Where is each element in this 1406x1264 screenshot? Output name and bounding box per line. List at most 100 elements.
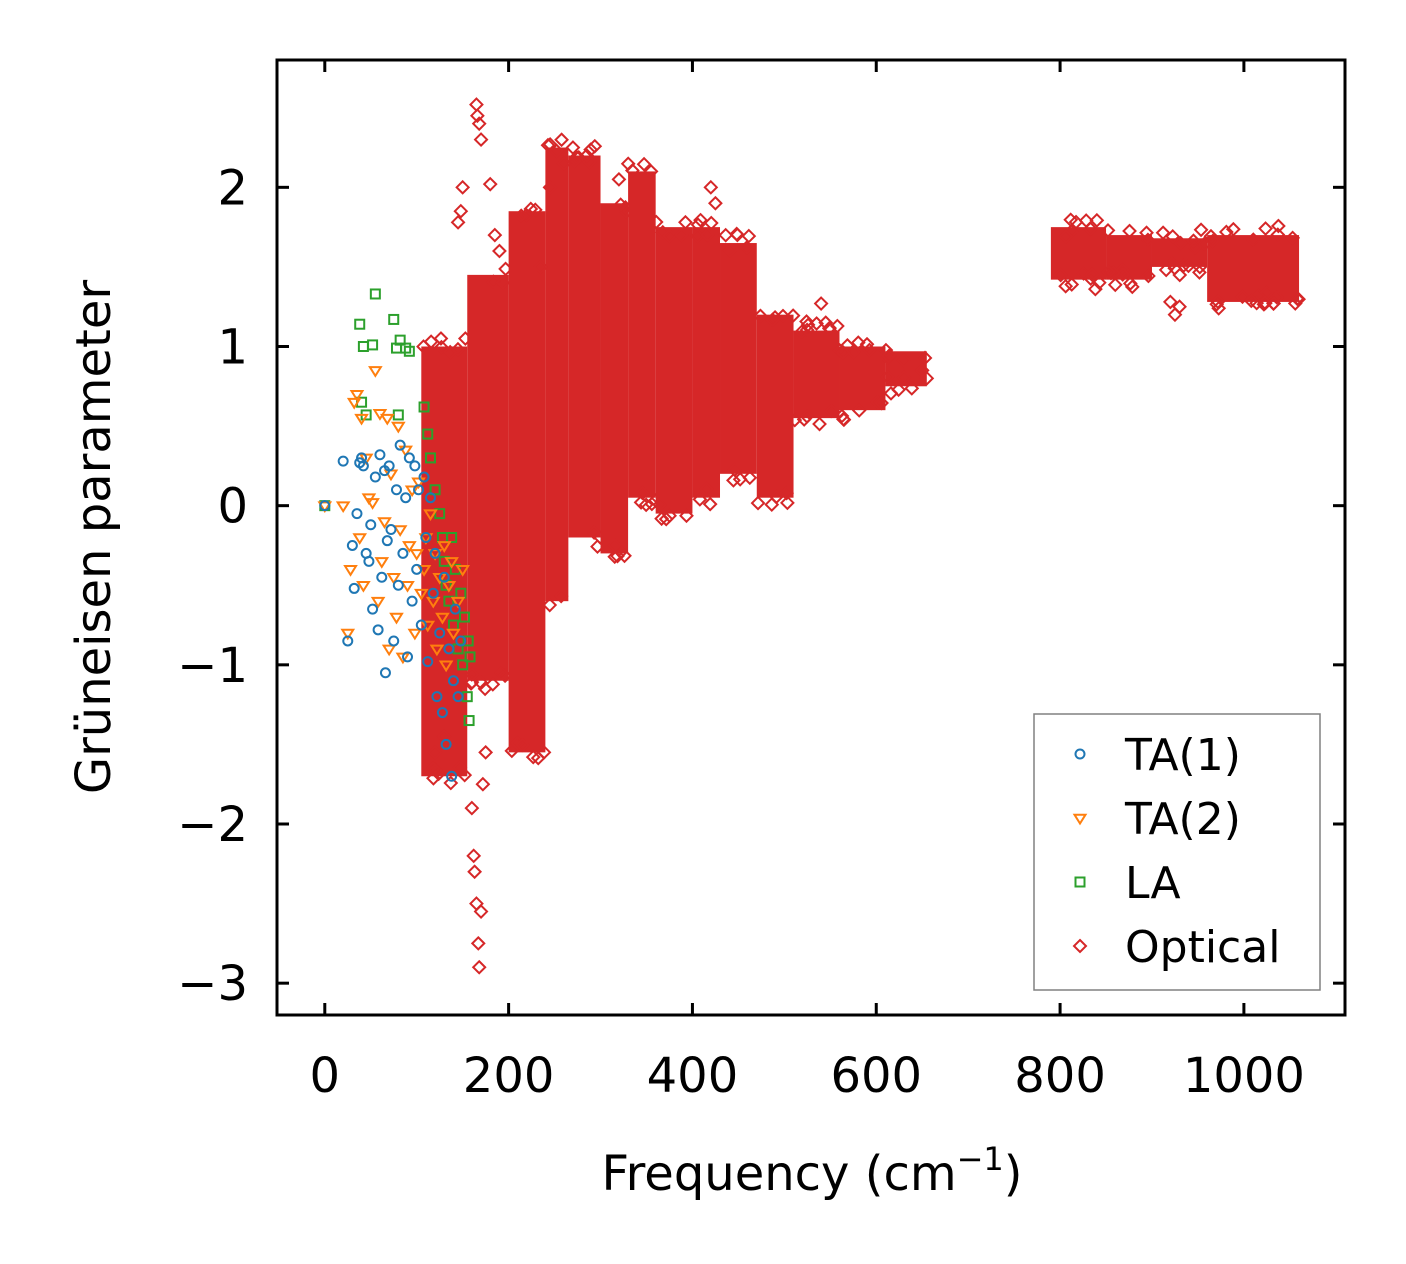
legend-marker: [1072, 938, 1088, 954]
optical-point: [1173, 235, 1188, 251]
optical-point: [1193, 222, 1209, 238]
optical-density-band: [467, 274, 509, 681]
optical-point: [473, 132, 489, 147]
optical-point: [485, 274, 501, 290]
acoustic-point: [427, 549, 443, 561]
optical-point: [823, 403, 839, 419]
optical-point: [607, 537, 623, 553]
optical-point: [523, 201, 539, 217]
acoustic-point: [392, 525, 408, 537]
acoustic-point: [443, 595, 455, 607]
optical-point: [514, 737, 530, 753]
acoustic-point: [429, 547, 441, 559]
acoustic-point: [450, 596, 466, 609]
optical-point: [464, 674, 480, 690]
optical-point: [1211, 300, 1227, 316]
acoustic-point: [435, 612, 450, 625]
acoustic-point: [379, 667, 391, 679]
optical-point: [1078, 213, 1094, 229]
legend-label: LA: [1125, 858, 1181, 909]
optical-point: [718, 227, 734, 243]
acoustic-point: [420, 532, 432, 543]
scatter-series: [317, 97, 1307, 975]
optical-point: [471, 959, 487, 975]
optical-point: [475, 776, 491, 792]
x-tick-label: 1000: [1183, 1048, 1305, 1104]
optical-point: [425, 760, 441, 776]
plot-frame: [275, 58, 1347, 1017]
optical-point: [726, 472, 741, 488]
acoustic-point: [446, 532, 458, 543]
acoustic-point: [458, 611, 470, 623]
optical-point: [1167, 260, 1183, 276]
optical-point: [553, 588, 569, 604]
acoustic-point: [317, 501, 333, 514]
optical-point: [1167, 307, 1183, 323]
acoustic-point: [335, 501, 351, 514]
optical-point: [818, 315, 834, 331]
acoustic-point: [455, 635, 467, 647]
optical-point: [878, 342, 894, 358]
acoustic-point: [357, 460, 369, 472]
optical-density-band: [720, 243, 757, 474]
acoustic-point: [363, 555, 375, 567]
optical-point: [799, 408, 815, 424]
optical-point: [821, 321, 837, 336]
optical-point: [1192, 259, 1208, 275]
optical-point: [835, 344, 851, 360]
legend-label: TA(2): [1124, 794, 1241, 845]
optical-point: [464, 800, 480, 816]
optical-point: [779, 495, 795, 511]
optical-point: [836, 412, 852, 428]
optical-point: [1210, 294, 1226, 310]
optical-point: [851, 402, 867, 418]
optical-point: [775, 308, 791, 324]
optical-density-band: [655, 227, 693, 514]
optical-point: [874, 395, 889, 411]
optical-point: [1107, 277, 1123, 293]
acoustic-point: [340, 628, 356, 641]
acoustic-point: [342, 635, 354, 647]
acoustic-point: [434, 627, 446, 639]
legend-entry: Optical: [1072, 922, 1280, 973]
optical-point: [1270, 218, 1286, 234]
legend-marker: [1074, 748, 1086, 760]
optical-point: [1172, 299, 1187, 315]
optical-point: [542, 597, 558, 613]
optical-point: [527, 202, 543, 218]
acoustic-point: [403, 345, 415, 357]
acoustic-point: [429, 644, 445, 657]
optical-point: [583, 142, 599, 158]
y-axis-ticks: −3 −2 −1 0 1 2: [177, 160, 1345, 1012]
acoustic-point: [446, 770, 458, 782]
acoustic-point: [354, 318, 366, 330]
legend-marker: [1072, 813, 1088, 826]
optical-point: [455, 179, 471, 195]
optical-point: [469, 97, 484, 112]
optical-point: [813, 296, 829, 311]
optical-point: [904, 380, 920, 396]
optical-point: [655, 224, 671, 240]
optical-point: [690, 217, 706, 233]
acoustic-point: [365, 498, 380, 510]
legend-marker: [1074, 876, 1086, 888]
optical-point: [567, 153, 582, 169]
optical-point: [785, 308, 801, 324]
acoustic-point: [463, 715, 475, 727]
x-axis-label-close: ): [1004, 1146, 1023, 1202]
optical-point: [464, 666, 480, 682]
optical-point: [611, 171, 627, 187]
acoustic-point: [409, 549, 425, 561]
optical-point: [436, 729, 452, 744]
optical-point: [678, 214, 693, 230]
y-tick-label: −1: [177, 638, 248, 694]
optical-point: [692, 491, 708, 507]
optical-point: [834, 408, 850, 424]
optical-point: [673, 227, 689, 243]
acoustic-point: [397, 547, 409, 559]
optical-point: [1140, 232, 1156, 248]
acoustic-point: [407, 628, 423, 641]
optical-point: [742, 470, 758, 486]
acoustic-point: [394, 334, 406, 346]
optical-point: [883, 385, 899, 401]
